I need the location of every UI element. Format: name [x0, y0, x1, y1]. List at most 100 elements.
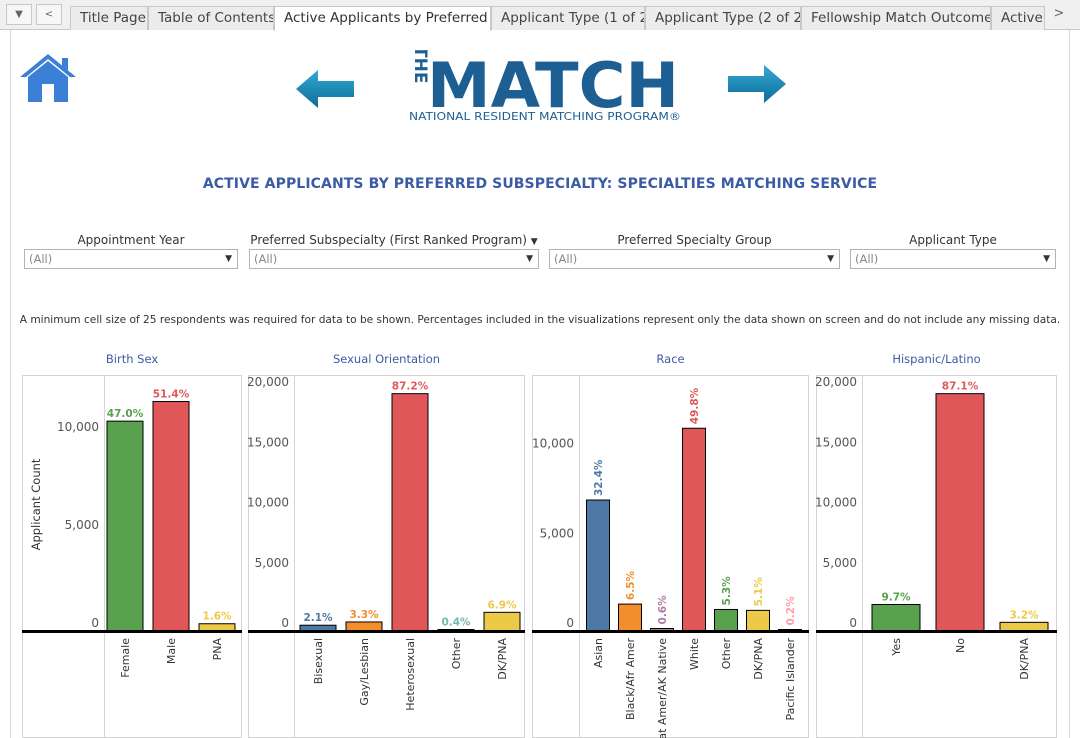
x-tick-label-gay-lesbian: Gay/Lesbian	[358, 638, 371, 706]
tab-title-page[interactable]: Title Page	[70, 6, 148, 30]
home-icon[interactable]	[18, 52, 78, 104]
y-axis-title: Applicant Count	[29, 458, 43, 550]
tab-applicant-type-2[interactable]: Applicant Type (2 of 2)	[645, 6, 801, 30]
filter-preferred-subspecialty: Preferred Subspecialty (First Ranked Pro…	[249, 232, 539, 272]
bar-dk-pna[interactable]	[483, 611, 521, 632]
tab-active-applicants[interactable]: Active Applicants by Preferred ...	[274, 6, 491, 31]
data-label-black-afr-amer: 6.5%	[625, 570, 637, 600]
applicant-type-dropdown[interactable]: (All) ▼	[850, 249, 1056, 269]
x-tick-label-white: White	[688, 638, 701, 670]
data-label-male: 51.4%	[153, 389, 190, 401]
data-label-no: 87.1%	[942, 381, 979, 393]
x-tick-label-dk-pna: DK/PNA	[1018, 638, 1031, 680]
bar-dk-pna[interactable]	[999, 621, 1049, 632]
chevron-down-icon: ▼	[1043, 254, 1050, 264]
chart-title-race: Race	[656, 352, 685, 366]
chart-title-sexual-orientation: Sexual Orientation	[332, 352, 441, 366]
filter-menu-icon[interactable]: ▼	[530, 237, 538, 247]
bar-pna[interactable]	[198, 623, 236, 632]
frame-border-right	[1069, 30, 1070, 738]
bar-dk-pna[interactable]	[746, 609, 770, 632]
tab-table-of-contents[interactable]: Table of Contents	[148, 6, 274, 30]
chart-race: 0 5,000 10,000 32.4% Asian 6.5% Black/Afr Amer…	[532, 375, 809, 738]
y-tick-label: 15,000	[816, 435, 857, 449]
data-label-bisexual: 2.1%	[303, 612, 333, 624]
bar-male[interactable]	[152, 401, 190, 632]
data-note: A minimum cell size of 25 respondents wa…	[19, 314, 1061, 326]
data-label-pna: 1.6%	[202, 611, 232, 623]
page-title: ACTIVE APPLICANTS BY PREFERRED SUBSPECIA…	[202, 176, 878, 192]
dropdown-value: (All)	[254, 252, 278, 266]
y-tick-label: 5,000	[540, 526, 574, 540]
y-tick-label: 5,000	[255, 556, 289, 570]
scroll-tabs-left-icon[interactable]: <	[36, 4, 62, 25]
data-label-pacific-islander: 0.2%	[785, 596, 797, 626]
x-tick-label-nat-amer-ak-native: Nat Amer/AK Native	[656, 638, 669, 738]
y-tick-label: 0	[566, 616, 574, 630]
bar-gay-lesbian[interactable]	[345, 621, 383, 632]
data-label-heterosexual: 87.2%	[392, 381, 429, 393]
chart-sexual-orientation: 0 5,000 10,000 15,000 20,000 2.1% Bisexual 3.3%…	[248, 375, 525, 738]
bar-female[interactable]	[106, 420, 144, 632]
x-tick-label-dk-pna: DK/PNA	[496, 638, 509, 680]
filter-preferred-specialty-group: Preferred Specialty Group (All) ▼	[549, 232, 840, 272]
x-tick-label-pacific-islander: Pacific Islander	[784, 638, 797, 721]
svg-text:NATIONAL RESIDENT MATCHING PRO: NATIONAL RESIDENT MATCHING PROGRAM®	[409, 112, 681, 123]
previous-page-arrow-icon[interactable]	[294, 62, 356, 118]
dropdown-value: (All)	[554, 252, 578, 266]
x-tick-label-yes: Yes	[890, 638, 903, 657]
preferred-subspecialty-dropdown[interactable]: (All) ▼	[249, 249, 539, 269]
chart-hispanic-latino: 0 5,000 10,000 15,000 20,000 9.7% Yes 87.1% No 3.…	[816, 375, 1057, 738]
x-tick-label-heterosexual: Heterosexual	[404, 638, 417, 711]
y-tick-label: 20,000	[248, 375, 289, 389]
chart-panel-border	[248, 375, 525, 738]
tab-fellowship-match-outcomes[interactable]: Fellowship Match Outcomes	[801, 6, 991, 30]
y-tick-label: 0	[281, 616, 289, 630]
y-tick-label: 10,000	[532, 437, 574, 451]
scroll-tabs-right-icon[interactable]: >	[1053, 6, 1065, 21]
frame-border-left	[10, 30, 11, 738]
data-label-dk-pna: 5.1%	[753, 577, 765, 607]
appointment-year-dropdown[interactable]: (All) ▼	[24, 249, 238, 269]
y-tick-label: 5,000	[65, 518, 99, 532]
filter-label: Preferred Specialty Group	[617, 233, 772, 247]
filter-label: Appointment Year	[77, 233, 185, 247]
x-tick-label-no: No	[954, 638, 967, 653]
bar-black-afr-amer[interactable]	[618, 603, 642, 632]
filter-label: Preferred Subspecialty (First Ranked Pro…	[250, 233, 538, 247]
data-label-female: 47.0%	[107, 408, 144, 420]
chart-birth-sex: 0 5,000 10,000 Applicant Count 47.0% Female 51…	[22, 375, 242, 738]
chevron-down-icon: ▼	[526, 254, 533, 264]
data-label-other: 0.4%	[441, 617, 471, 629]
y-tick-label: 5,000	[823, 556, 857, 570]
data-label-dk-pna: 3.2%	[1009, 609, 1039, 621]
bar-other[interactable]	[714, 608, 738, 632]
chevron-down-icon: ▼	[225, 254, 232, 264]
tab-list-dropdown-icon[interactable]: ▼	[6, 4, 32, 25]
data-label-yes: 9.7%	[881, 591, 911, 603]
bar-no[interactable]	[935, 393, 985, 632]
y-tick-label: 0	[849, 616, 857, 630]
bar-yes[interactable]	[871, 603, 921, 632]
x-tick-label-black-afr-amer: Black/Afr Amer	[624, 638, 637, 720]
x-tick-label-other: Other	[720, 638, 733, 670]
data-label-other: 5.3%	[721, 576, 733, 606]
tab-active-a[interactable]: Active A	[991, 6, 1045, 30]
data-label-gay-lesbian: 3.3%	[349, 609, 379, 621]
next-page-arrow-icon[interactable]	[726, 62, 788, 118]
chart-title-hispanic-latino: Hispanic/Latino	[892, 352, 981, 366]
x-tick-label-other: Other	[450, 638, 463, 670]
bar-white[interactable]	[682, 427, 706, 632]
dropdown-value: (All)	[855, 252, 879, 266]
bar-heterosexual[interactable]	[391, 393, 429, 632]
preferred-specialty-group-dropdown[interactable]: (All) ▼	[549, 249, 840, 269]
sheet-tab-bar: ▼ < Title Page Table of Contents Active …	[0, 0, 1080, 31]
data-label-white: 49.8%	[689, 387, 701, 424]
filter-appointment-year: Appointment Year (All) ▼	[24, 232, 238, 272]
dropdown-value: (All)	[29, 252, 53, 266]
x-tick-label-male: Male	[165, 638, 178, 664]
tab-applicant-type-1[interactable]: Applicant Type (1 of 2)	[491, 6, 645, 30]
bar-asian[interactable]	[586, 499, 610, 632]
filter-label: Applicant Type	[909, 233, 997, 247]
